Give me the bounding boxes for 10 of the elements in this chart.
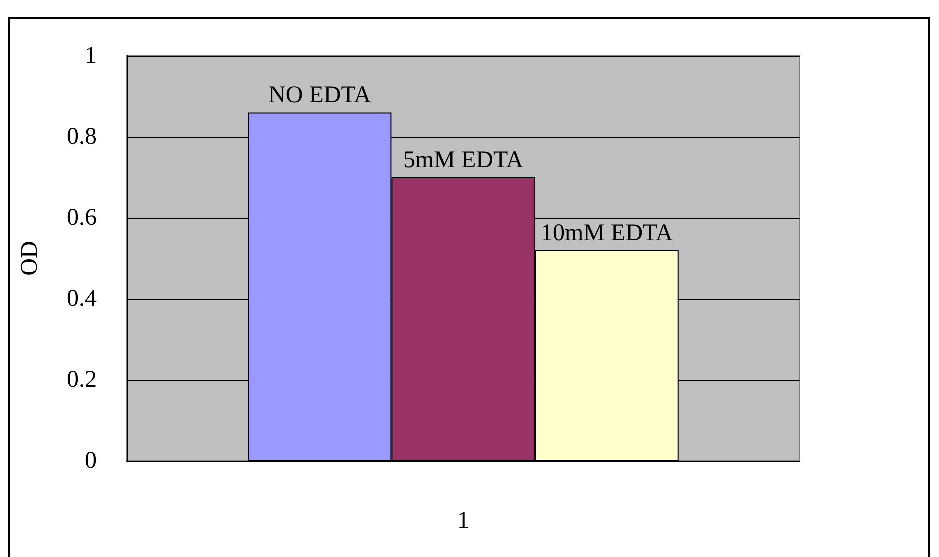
y-tick-label: 0.2: [67, 367, 97, 393]
series-label: 10mM EDTA: [541, 220, 674, 246]
y-tick-label: 0.6: [67, 205, 97, 231]
series-label: NO EDTA: [268, 82, 372, 109]
series-label: 5mM EDTA: [403, 148, 524, 174]
y-axis-title: OD: [17, 241, 43, 276]
y-tick-label: 1: [85, 43, 97, 69]
y-tick-label: 0: [85, 448, 97, 474]
y-tick-label: 0.4: [67, 286, 97, 312]
y-tick-label: 0.8: [67, 124, 97, 150]
